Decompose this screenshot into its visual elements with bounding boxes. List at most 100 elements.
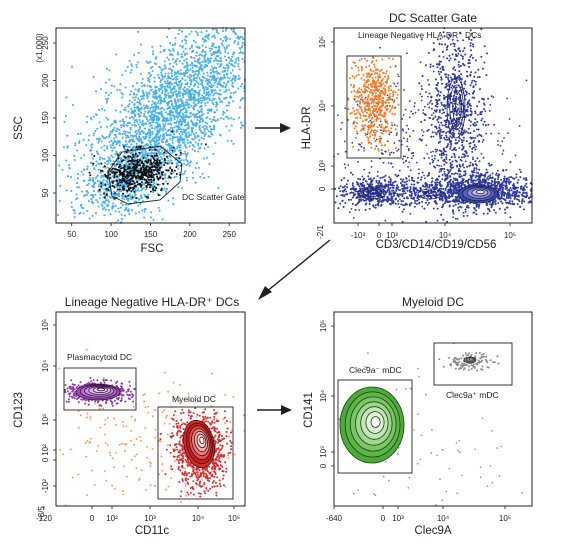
fsc-ssc-event <box>193 93 196 96</box>
lineage-pos-event <box>471 164 474 167</box>
fsc-ssc-event <box>182 88 185 91</box>
fsc-ssc-event <box>139 121 142 124</box>
lineage-pos-event <box>436 103 439 106</box>
fsc-ssc-event <box>170 119 173 122</box>
dc-gate-event <box>129 174 131 177</box>
lineage-pos-event <box>472 85 475 88</box>
fsc-ssc-event <box>151 131 154 134</box>
fsc-ssc-event <box>146 142 149 146</box>
lineage-pos-event <box>466 70 468 73</box>
fsc-ssc-event <box>161 120 164 123</box>
fsc-ssc-event <box>169 91 172 94</box>
lineage-pos-event <box>441 206 444 209</box>
lineage-pos-event <box>431 131 434 134</box>
fsc-ssc-event <box>169 86 172 89</box>
fsc-ssc-event <box>124 143 127 147</box>
fsc-ssc-event <box>168 143 171 147</box>
fsc-ssc-event <box>194 30 197 33</box>
fsc-ssc-event <box>106 166 110 169</box>
lineage-pos-event <box>451 53 454 56</box>
fsc-ssc-event <box>194 72 197 75</box>
fsc-ssc-event <box>190 78 193 82</box>
fsc-ssc-event <box>124 69 127 72</box>
fsc-ssc-event <box>213 76 216 79</box>
fsc-ssc-event <box>217 54 220 57</box>
lineage-pos-event <box>460 73 463 76</box>
fsc-ssc-event <box>183 72 187 75</box>
fsc-ssc-event <box>125 115 128 119</box>
x-tick-label: 100 <box>104 230 118 239</box>
fsc-ssc-event <box>126 209 129 212</box>
lineage-pos-event <box>469 142 472 145</box>
fsc-ssc-event <box>134 193 137 196</box>
lineage-pos-event <box>475 59 477 62</box>
fsc-ssc-event <box>205 126 208 129</box>
dc-gate-event <box>144 181 147 184</box>
lineage-pos-event <box>522 192 525 195</box>
fsc-ssc-event <box>66 146 69 149</box>
fsc-ssc-event <box>200 101 203 104</box>
dc-gate-event <box>149 159 152 162</box>
fsc-ssc-event <box>210 47 213 50</box>
lineage-pos-event <box>442 159 445 162</box>
fsc-ssc-event <box>153 80 156 83</box>
fsc-ssc-event <box>115 53 118 56</box>
dc-gate-event <box>123 168 126 171</box>
lineage-pos-event <box>411 192 413 195</box>
fsc-ssc-event <box>233 41 236 44</box>
fsc-ssc-event <box>202 37 205 40</box>
fsc-ssc-event <box>100 146 103 149</box>
fsc-ssc-event <box>193 104 196 107</box>
fsc-ssc-event <box>142 124 145 127</box>
fsc-ssc-event <box>98 183 101 186</box>
fsc-ssc-event <box>174 99 177 102</box>
fsc-ssc-event <box>163 187 166 190</box>
dc-gate-event <box>111 167 114 170</box>
dc-gate-event <box>136 161 139 164</box>
fsc-ssc-event <box>165 94 168 97</box>
lineage-pos-event <box>494 199 497 202</box>
dc-gate-event <box>133 174 136 177</box>
fsc-ssc-event <box>171 87 174 90</box>
fsc-ssc-event <box>193 99 196 103</box>
fsc-ssc-event <box>200 104 203 108</box>
fsc-ssc-event <box>134 96 137 99</box>
lineage-pos-event <box>431 186 434 189</box>
lineage-pos-event <box>463 87 466 90</box>
fsc-ssc-event <box>109 213 112 216</box>
dc-gate-event <box>104 175 107 178</box>
lineage-pos-event <box>455 86 458 89</box>
fsc-ssc-event <box>188 76 191 79</box>
fsc-ssc-event <box>153 118 156 121</box>
dc-gate-event <box>126 148 129 151</box>
fsc-ssc-event <box>98 137 102 140</box>
lineage-pos-event <box>433 165 435 168</box>
dc-gate-event <box>106 176 109 179</box>
fsc-ssc-event <box>153 143 156 146</box>
fsc-ssc-event <box>98 121 101 124</box>
fsc-ssc-event <box>183 130 186 133</box>
fsc-ssc-event <box>133 119 136 122</box>
fsc-ssc-event <box>175 107 178 110</box>
fsc-ssc-event <box>173 148 176 151</box>
fsc-ssc-event <box>163 64 166 67</box>
lineage-pos-event <box>502 184 505 187</box>
fsc-ssc-event <box>160 87 163 90</box>
fsc-ssc-event <box>106 182 109 186</box>
lineage-pos-event <box>469 145 471 148</box>
fsc-ssc-event <box>133 195 136 198</box>
dc-gate-event <box>131 196 134 199</box>
lineage-pos-event <box>512 186 515 189</box>
lineage-pos-event <box>469 84 472 87</box>
fsc-ssc-event <box>181 173 184 176</box>
dc-gate-event <box>88 171 91 174</box>
lineage-pos-event <box>473 144 476 146</box>
fsc-ssc-event <box>101 207 104 211</box>
lineage-pos-event <box>487 207 489 210</box>
fsc-ssc-event <box>208 94 211 97</box>
fsc-ssc-event <box>139 126 142 129</box>
lineage-pos-event <box>453 66 456 69</box>
fsc-ssc-event <box>203 124 207 127</box>
lineage-pos-event <box>451 136 453 139</box>
fsc-ssc-event <box>205 127 209 131</box>
